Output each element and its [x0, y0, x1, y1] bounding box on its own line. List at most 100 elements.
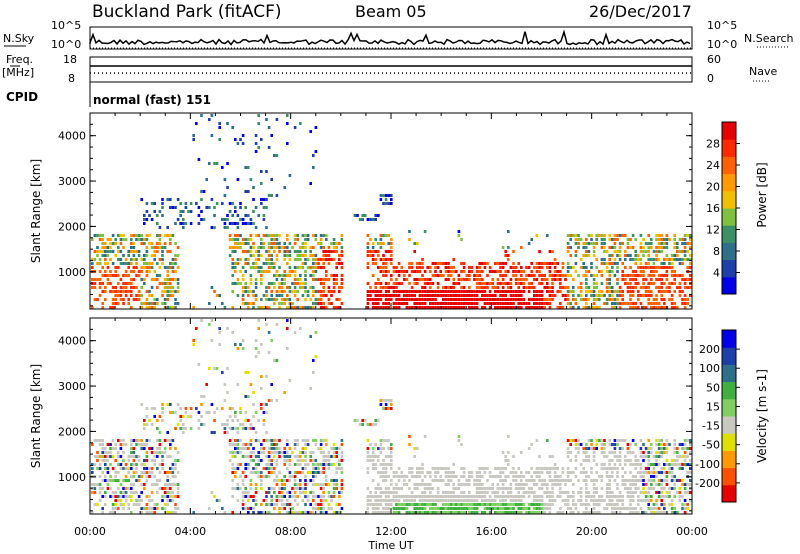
power-cell	[283, 250, 286, 253]
power-cell	[171, 206, 175, 209]
velocity-cell	[158, 479, 162, 482]
power-cell	[371, 218, 375, 221]
power-cell	[371, 274, 375, 277]
velocity-cell	[208, 367, 211, 370]
power-cell	[260, 138, 263, 141]
power-cell	[319, 242, 323, 245]
velocity-cell	[314, 467, 318, 470]
power-cell	[533, 302, 536, 305]
velocity-cell	[252, 495, 255, 498]
power-cell	[137, 234, 141, 237]
velocity-cell	[384, 407, 388, 410]
velocity-cell	[566, 495, 570, 498]
velocity-cell	[618, 447, 622, 450]
velocity-cell	[395, 499, 398, 502]
velocity-cell	[408, 467, 411, 470]
power-cell	[629, 286, 632, 289]
power-cell	[434, 290, 437, 293]
power-cell	[371, 306, 375, 309]
power-cell	[507, 302, 510, 305]
velocity-cell	[530, 511, 533, 514]
velocity-cell	[621, 495, 624, 498]
velocity-cell	[665, 459, 669, 462]
velocity-cell	[395, 491, 398, 494]
velocity-cell	[234, 475, 237, 478]
power-cell	[130, 278, 133, 281]
power-cell	[657, 242, 661, 245]
velocity-cell	[249, 495, 253, 498]
power-cell	[434, 302, 437, 305]
cpid-panel: CPID normal (fast) 151	[6, 82, 211, 107]
velocity-cell	[408, 503, 411, 506]
power-cell	[486, 302, 489, 305]
power-cell	[478, 270, 481, 273]
velocity-cell	[293, 479, 297, 482]
power-cell	[590, 274, 593, 277]
velocity-cell	[595, 503, 598, 506]
velocity-cell	[621, 499, 624, 502]
power-cell	[208, 302, 211, 305]
velocity-cell	[270, 339, 273, 342]
power-cell	[689, 258, 692, 261]
power-cell	[540, 302, 544, 305]
velocity-cell	[634, 455, 637, 458]
power-cell	[241, 242, 245, 245]
power-cell	[288, 306, 292, 309]
power-cell	[124, 258, 128, 261]
velocity-cell	[283, 483, 286, 486]
power-cell	[244, 250, 247, 253]
power-cell	[689, 274, 692, 277]
velocity-cell	[629, 495, 632, 498]
power-cell	[683, 294, 687, 297]
power-cell	[382, 302, 385, 305]
velocity-cell	[143, 423, 146, 426]
velocity-cell	[369, 443, 372, 446]
power-cell	[613, 274, 617, 277]
velocity-cell	[590, 443, 593, 446]
velocity-cell	[533, 511, 536, 514]
velocity-cell	[403, 475, 406, 478]
power-cell	[382, 266, 385, 269]
velocity-cell	[371, 479, 375, 482]
power-cell	[197, 206, 201, 209]
velocity-cell	[234, 343, 237, 346]
power-cell	[293, 294, 297, 297]
velocity-cell	[379, 447, 383, 450]
power-cell	[670, 258, 674, 261]
velocity-cell	[91, 491, 94, 494]
power-cell	[434, 262, 437, 265]
power-cell	[413, 302, 416, 305]
power-cell	[543, 286, 546, 289]
velocity-cell	[499, 479, 502, 482]
velocity-cell	[470, 511, 474, 514]
power-cell	[530, 282, 533, 285]
power-cell	[673, 234, 676, 237]
velocity-cell	[595, 443, 598, 446]
velocity-cell	[366, 495, 370, 498]
power-cell	[650, 266, 653, 269]
velocity-cell	[574, 467, 578, 470]
velocity-cell	[494, 467, 497, 470]
power-cell	[569, 234, 572, 237]
velocity-cell	[413, 487, 416, 490]
velocity-cell	[312, 491, 315, 494]
velocity-cell	[252, 391, 255, 394]
power-cell	[143, 254, 146, 257]
velocity-cell	[598, 511, 601, 514]
velocity-cell	[621, 475, 624, 478]
power-cell	[322, 250, 325, 253]
velocity-cell	[340, 467, 344, 470]
velocity-cell	[96, 455, 99, 458]
power-cell	[603, 246, 606, 249]
power-cell	[275, 298, 279, 301]
velocity-cell	[457, 439, 461, 442]
velocity-cell	[101, 439, 104, 442]
velocity-cell	[483, 503, 487, 506]
velocity-cell	[444, 483, 448, 486]
power-cell	[468, 298, 471, 301]
power-cell	[613, 290, 617, 293]
power-cell	[106, 254, 110, 257]
power-cell	[538, 298, 541, 301]
velocity-cell	[122, 495, 125, 498]
velocity-cell	[514, 499, 518, 502]
